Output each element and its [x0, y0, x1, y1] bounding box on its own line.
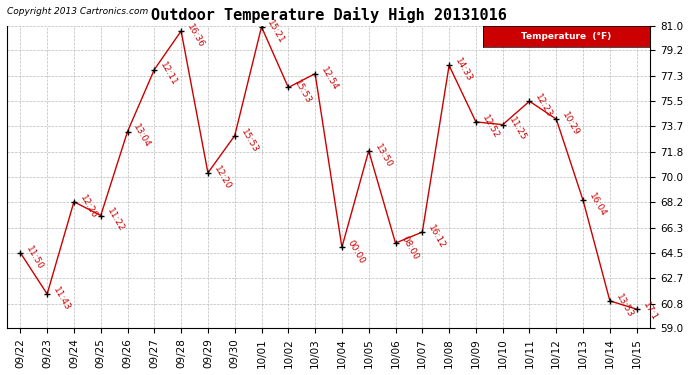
Text: 16:36: 16:36	[186, 22, 206, 49]
Text: 13:50: 13:50	[373, 142, 393, 169]
Text: 15:21: 15:21	[266, 18, 286, 45]
Text: 00:00: 00:00	[346, 238, 367, 266]
Text: 15:53: 15:53	[293, 79, 313, 106]
Text: 12:52: 12:52	[480, 113, 501, 140]
Text: 11:43: 11:43	[51, 285, 72, 312]
Text: Copyright 2013 Cartronics.com: Copyright 2013 Cartronics.com	[7, 8, 148, 16]
Text: 16:12: 16:12	[426, 224, 447, 250]
Text: 12:54: 12:54	[319, 65, 340, 92]
Text: 13:04: 13:04	[132, 123, 152, 150]
Text: 11:22: 11:22	[105, 207, 126, 234]
Text: 12:26: 12:26	[78, 193, 99, 220]
Text: 11:50: 11:50	[25, 244, 46, 271]
Text: 13:53: 13:53	[614, 292, 635, 319]
Text: 11:25: 11:25	[507, 116, 528, 143]
Text: 12:23: 12:23	[533, 93, 554, 119]
Text: 08:00: 08:00	[400, 234, 420, 261]
Text: 17:1: 17:1	[641, 300, 659, 322]
Text: 14:33: 14:33	[453, 57, 474, 84]
Text: 12:20: 12:20	[212, 164, 233, 191]
Text: 16:04: 16:04	[587, 192, 608, 219]
Text: 10:29: 10:29	[560, 111, 581, 137]
Text: 15:53: 15:53	[239, 127, 259, 154]
Title: Outdoor Temperature Daily High 20131016: Outdoor Temperature Daily High 20131016	[150, 7, 506, 23]
Text: 12:11: 12:11	[159, 61, 179, 88]
